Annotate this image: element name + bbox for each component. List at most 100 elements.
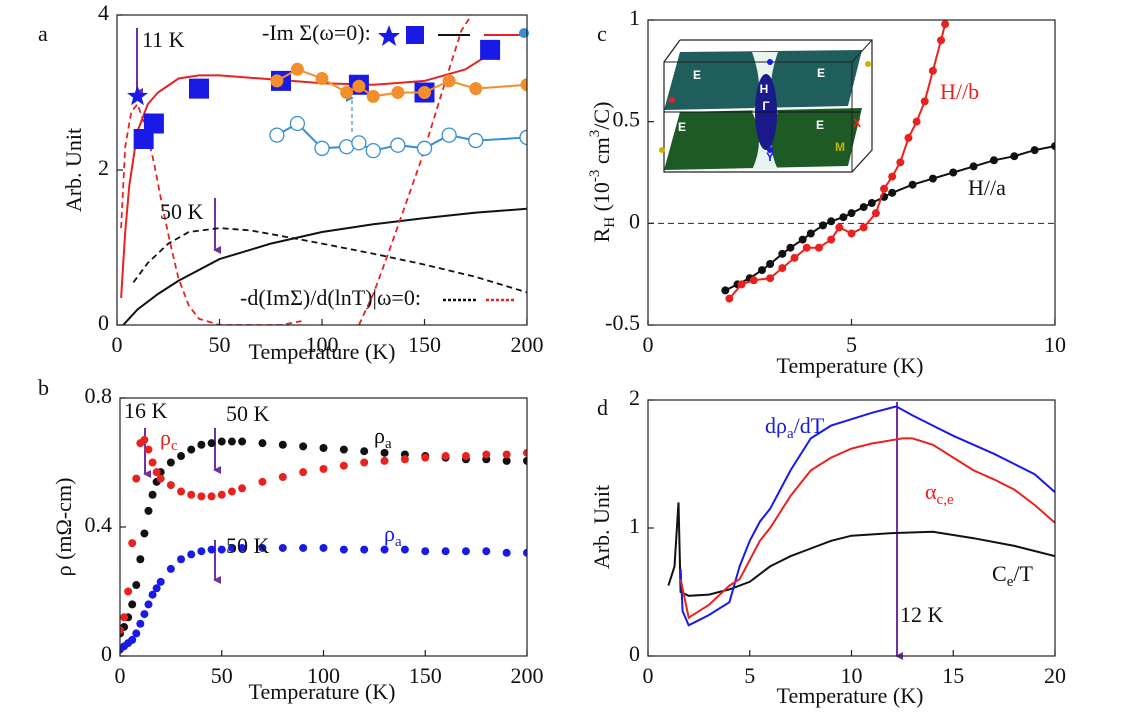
- x-tick-label: 10: [841, 663, 863, 688]
- data-point: [132, 581, 141, 590]
- text-segment: a: [787, 426, 794, 442]
- data-point: [721, 286, 730, 295]
- data-point: [461, 547, 470, 556]
- series-line: [120, 49, 497, 298]
- text-segment: /T: [1013, 561, 1033, 586]
- x-axis-label: Temperature (K): [249, 679, 396, 704]
- plot-area: [648, 20, 1055, 303]
- y-axis-label: Arb. Unit: [589, 485, 614, 569]
- inset-label: X: [853, 116, 861, 130]
- data-point: [258, 439, 267, 448]
- data-point: [187, 490, 196, 499]
- text-segment: c,e: [937, 492, 954, 508]
- data-point: [365, 142, 381, 159]
- x-tick-label: 200: [511, 663, 544, 688]
- inset-label: Γ: [762, 99, 770, 113]
- data-point: [217, 437, 226, 446]
- data-point: [912, 117, 921, 126]
- series-line: [679, 405, 1055, 627]
- data-point: [290, 62, 304, 76]
- data-point: [928, 174, 937, 183]
- text-segment: 3: [587, 130, 603, 138]
- annotation: ρa: [374, 423, 392, 452]
- annotation: 50 K: [226, 401, 270, 426]
- data-point: [421, 547, 430, 556]
- data-point: [299, 468, 308, 477]
- text-segment: ρ: [374, 423, 385, 448]
- x-tick-label: 5: [744, 663, 755, 688]
- text-segment: -3: [587, 170, 603, 183]
- inset-label: M: [835, 140, 845, 154]
- inset-label: E: [817, 66, 825, 80]
- data-point: [177, 452, 186, 461]
- data-point: [757, 266, 766, 275]
- y-tick-label: 1: [629, 513, 640, 538]
- data-point: [859, 203, 868, 212]
- inset-label: E: [693, 68, 701, 82]
- data-point: [904, 133, 913, 142]
- data-point: [197, 547, 206, 556]
- data-point: [520, 78, 527, 92]
- x-tick-label: 150: [408, 332, 441, 357]
- data-point: [400, 455, 409, 464]
- data-point: [299, 543, 308, 552]
- data-point: [177, 555, 186, 564]
- data-point: [189, 78, 209, 99]
- data-point: [380, 448, 389, 457]
- data-point: [339, 445, 348, 454]
- data-point: [461, 452, 470, 461]
- data-point: [400, 545, 409, 554]
- data-point: [380, 545, 389, 554]
- data-point: [156, 474, 165, 483]
- data-point: [519, 129, 527, 146]
- data-point: [786, 243, 795, 252]
- plot-area: [120, 15, 527, 325]
- text-segment: a: [385, 436, 392, 452]
- x-tick-label: 0: [112, 332, 123, 357]
- data-point: [127, 85, 148, 106]
- data-point: [315, 72, 329, 86]
- data-point: [802, 243, 811, 252]
- data-point: [896, 158, 905, 167]
- data-point: [207, 545, 216, 554]
- data-point: [124, 587, 133, 596]
- annotation: ρa: [384, 521, 402, 550]
- annotation: 50 K: [160, 199, 204, 224]
- data-point: [227, 437, 236, 446]
- y-tick-label: 0.8: [85, 383, 113, 408]
- data-point: [299, 442, 308, 451]
- series-line: [679, 437, 1055, 620]
- annotation: H//b: [940, 79, 979, 104]
- annotation: ρc: [160, 425, 178, 454]
- data-point: [144, 506, 153, 515]
- data-point: [880, 184, 889, 193]
- data-point: [442, 74, 456, 88]
- data-point: [144, 600, 153, 609]
- data-point: [132, 629, 141, 638]
- data-point: [314, 140, 330, 156]
- data-point: [908, 180, 917, 189]
- data-point: [227, 487, 236, 496]
- panel: 0 50 100 150 200 0 0.4 0.8 b Temperature (K) ρ (mΩ…: [38, 375, 544, 704]
- data-point: [867, 199, 876, 207]
- y-tick-label: 0: [629, 208, 640, 233]
- data-point: [319, 464, 328, 473]
- panel-label: c: [597, 21, 607, 46]
- annotation: H//a: [968, 175, 1006, 200]
- data-point: [416, 140, 433, 156]
- data-point: [502, 450, 511, 459]
- y-tick-label: -0.5: [605, 310, 640, 335]
- x-tick-label: 5: [846, 332, 857, 357]
- annotation: 50 K: [226, 533, 270, 558]
- data-point: [814, 243, 823, 252]
- data-point: [888, 188, 897, 197]
- y-tick-label: 4: [98, 0, 109, 25]
- x-tick-label: 200: [511, 332, 544, 357]
- series-line: [132, 227, 527, 294]
- y-tick-label: 0: [98, 310, 109, 335]
- data-point: [839, 213, 848, 222]
- x-axis-label: Temperature (K): [777, 353, 924, 378]
- data-point: [469, 82, 483, 96]
- data-point: [920, 97, 929, 106]
